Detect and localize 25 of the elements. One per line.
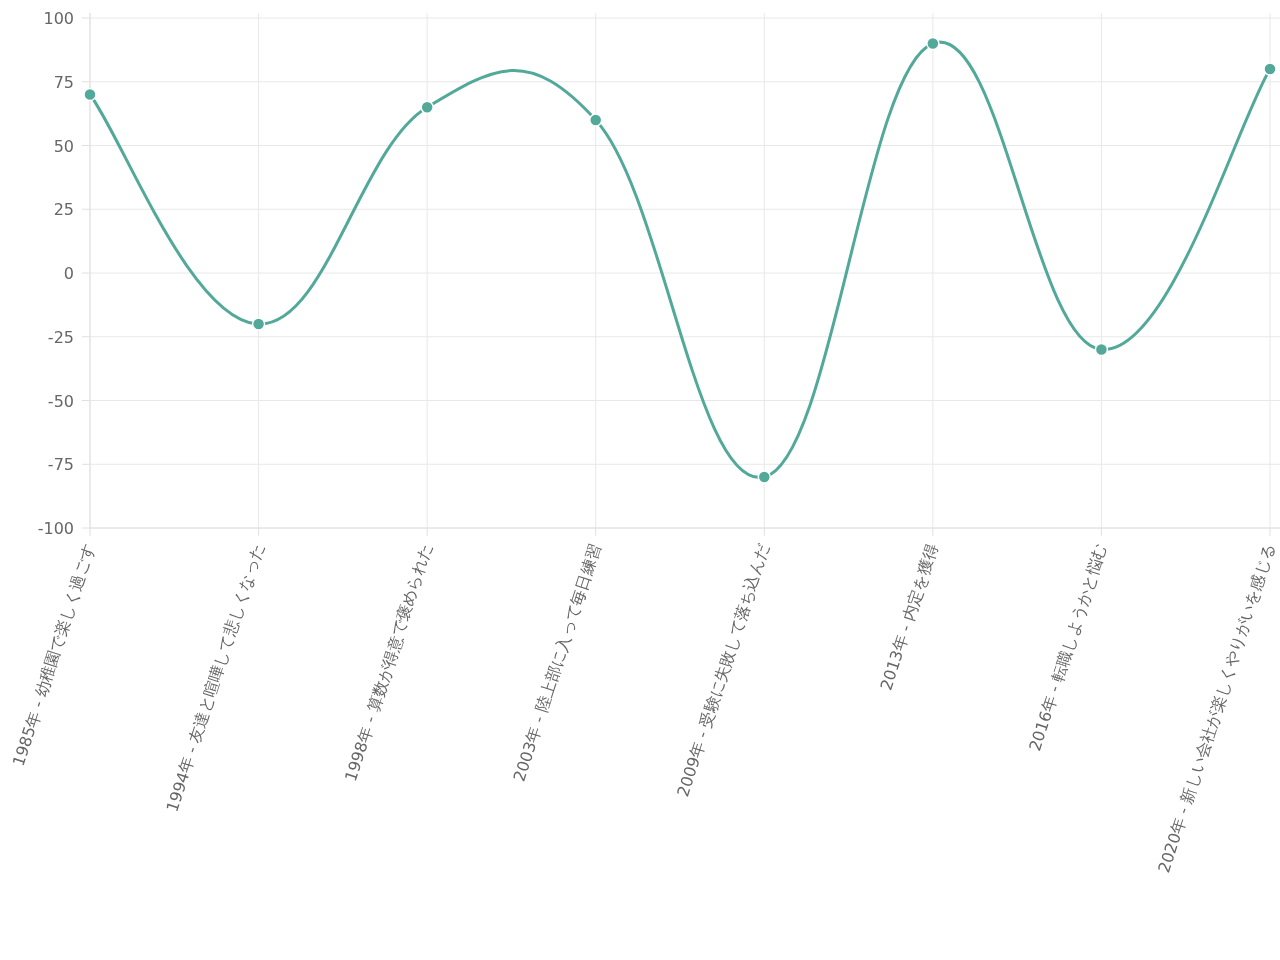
point: [83, 87, 97, 102]
x-tick-label: 2003年 - 陸上部に入って毎日練習: [509, 541, 605, 784]
y-tick-label: 25: [53, 200, 74, 220]
y-tick-label: 0: [63, 264, 74, 283]
point: [926, 36, 940, 51]
y-tick-label: -25: [47, 327, 74, 347]
point: [757, 470, 772, 484]
x-tick-label: 1985年 - 幼稚園で楽しく過ごす: [8, 541, 99, 769]
x-tick-label: 2016年 - 転職しようかと悩む: [1025, 541, 1111, 754]
y-tick-label: -75: [47, 455, 74, 475]
x-tick-label: 1994年 - 友達と喧嘩して悲しくなった: [162, 541, 268, 815]
x-tick-label: 1998年 - 算数が得意で褒められた: [341, 541, 436, 784]
y-tick-label: -50: [47, 391, 74, 411]
x-tick-label: 2013年 - 内定を獲得: [876, 541, 942, 693]
y-tick-label: 100: [43, 9, 74, 28]
x-tick-label: 2020年 - 新しい会社が楽しくやりがいを感じる: [1154, 541, 1279, 876]
x-tick-label: 2009年 - 受験に失敗して落ち込んだ: [673, 541, 774, 799]
point: [1094, 342, 1109, 357]
y-tick-label: 50: [53, 136, 74, 156]
point: [251, 317, 266, 331]
point: [588, 113, 603, 127]
y-tick-label: -100: [37, 519, 74, 538]
point: [420, 100, 434, 114]
point: [1263, 62, 1277, 76]
y-tick-label: 75: [53, 72, 74, 92]
